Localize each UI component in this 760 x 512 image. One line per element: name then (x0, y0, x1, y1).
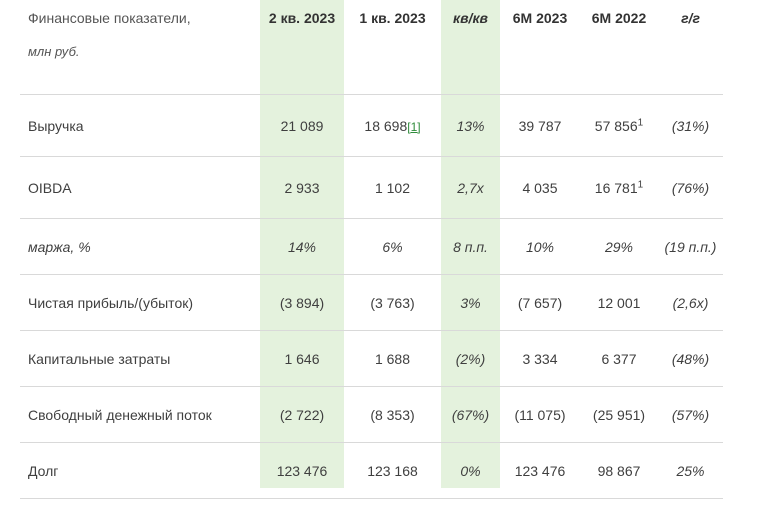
cell-yoy: (57%) (658, 386, 723, 443)
column-header-6m-2023: 6М 2023 (500, 0, 580, 95)
cell-q1-2023: 18 698[1] (344, 94, 441, 157)
cell-yoy: (2,6x) (658, 274, 723, 331)
row-label: OIBDA (20, 156, 260, 219)
table-row-revenue: Выручка 21 089 18 698[1] 13% 39 787 57 8… (20, 94, 723, 157)
table-row-net-income: Чистая прибыль/(убыток) (3 894) (3 763) … (20, 274, 723, 331)
cell-q2-2023: (2 722) (260, 386, 344, 443)
column-header-q2-2023: 2 кв. 2023 (260, 0, 344, 95)
cell-value: 57 856 (594, 117, 638, 134)
cell-6m-2023: (11 075) (500, 386, 580, 443)
cell-6m-2022: 98 867 (580, 442, 658, 499)
cell-6m-2022: 29% (580, 218, 658, 275)
cell-qoq: (67%) (441, 386, 500, 443)
cell-q1-2023: 1 102 (344, 156, 441, 219)
cell-yoy: (19 п.п.) (658, 218, 723, 275)
row-label: Свободный денежный поток (20, 386, 260, 443)
cell-qoq: 13% (441, 94, 500, 157)
table-row-oibda: OIBDA 2 933 1 102 2,7x 4 035 16 7811 (76… (20, 156, 723, 219)
header-label-cell: Финансовые показатели, млн руб. (20, 0, 260, 95)
row-label: Капитальные затраты (20, 330, 260, 387)
cell-q1-2023: (3 763) (344, 274, 441, 331)
cell-q1-2023: 6% (344, 218, 441, 275)
cell-6m-2022: 16 7811 (580, 156, 658, 219)
row-label: Долг (20, 442, 260, 499)
cell-6m-2023: 10% (500, 218, 580, 275)
financial-indicators-table: Финансовые показатели, млн руб. 2 кв. 20… (20, 0, 723, 499)
row-label: Выручка (20, 94, 260, 157)
footnote-marker: 1 (637, 116, 644, 128)
header-label-title: Финансовые показатели, (28, 10, 191, 26)
table-row-free-cash-flow: Свободный денежный поток (2 722) (8 353)… (20, 386, 723, 443)
footnote-link[interactable]: [1] (407, 119, 421, 134)
cell-q2-2023: (3 894) (260, 274, 344, 331)
cell-qoq: 3% (441, 274, 500, 331)
cell-q1-2023: (8 353) (344, 386, 441, 443)
cell-q2-2023: 21 089 (260, 94, 344, 157)
cell-q2-2023: 14% (260, 218, 344, 275)
cell-q2-2023: 2 933 (260, 156, 344, 219)
cell-q1-2023: 1 688 (344, 330, 441, 387)
cell-yoy: 25% (658, 442, 723, 499)
header-label-units: млн руб. (28, 44, 80, 59)
cell-yoy: (31%) (658, 94, 723, 157)
column-header-qoq: кв/кв (441, 0, 500, 95)
cell-q2-2023: 1 646 (260, 330, 344, 387)
cell-q1-2023: 123 168 (344, 442, 441, 499)
cell-6m-2023: (7 657) (500, 274, 580, 331)
cell-6m-2022: 12 001 (580, 274, 658, 331)
cell-6m-2022: (25 951) (580, 386, 658, 443)
table-row-margin: маржа, % 14% 6% 8 п.п. 10% 29% (19 п.п.) (20, 218, 723, 275)
cell-yoy: (48%) (658, 330, 723, 387)
cell-qoq: 8 п.п. (441, 218, 500, 275)
cell-6m-2023: 39 787 (500, 94, 580, 157)
cell-value: 18 698 (364, 117, 408, 134)
cell-yoy: (76%) (658, 156, 723, 219)
cell-6m-2023: 123 476 (500, 442, 580, 499)
cell-q2-2023: 123 476 (260, 442, 344, 499)
cell-6m-2022: 57 8561 (580, 94, 658, 157)
cell-6m-2023: 4 035 (500, 156, 580, 219)
column-header-6m-2022: 6М 2022 (580, 0, 658, 95)
column-header-yoy: г/г (658, 0, 723, 95)
cell-6m-2023: 3 334 (500, 330, 580, 387)
cell-qoq: 0% (441, 442, 500, 499)
cell-qoq: 2,7x (441, 156, 500, 219)
cell-6m-2022: 6 377 (580, 330, 658, 387)
row-label: Чистая прибыль/(убыток) (20, 274, 260, 331)
row-label: маржа, % (20, 218, 260, 275)
cell-value: 16 781 (594, 179, 638, 196)
footnote-marker: 1 (637, 178, 644, 190)
table-header-row: Финансовые показатели, млн руб. 2 кв. 20… (20, 0, 723, 95)
table-row-debt: Долг 123 476 123 168 0% 123 476 98 867 2… (20, 442, 723, 499)
cell-qoq: (2%) (441, 330, 500, 387)
table-row-capex: Капитальные затраты 1 646 1 688 (2%) 3 3… (20, 330, 723, 387)
column-header-q1-2023: 1 кв. 2023 (344, 0, 441, 95)
